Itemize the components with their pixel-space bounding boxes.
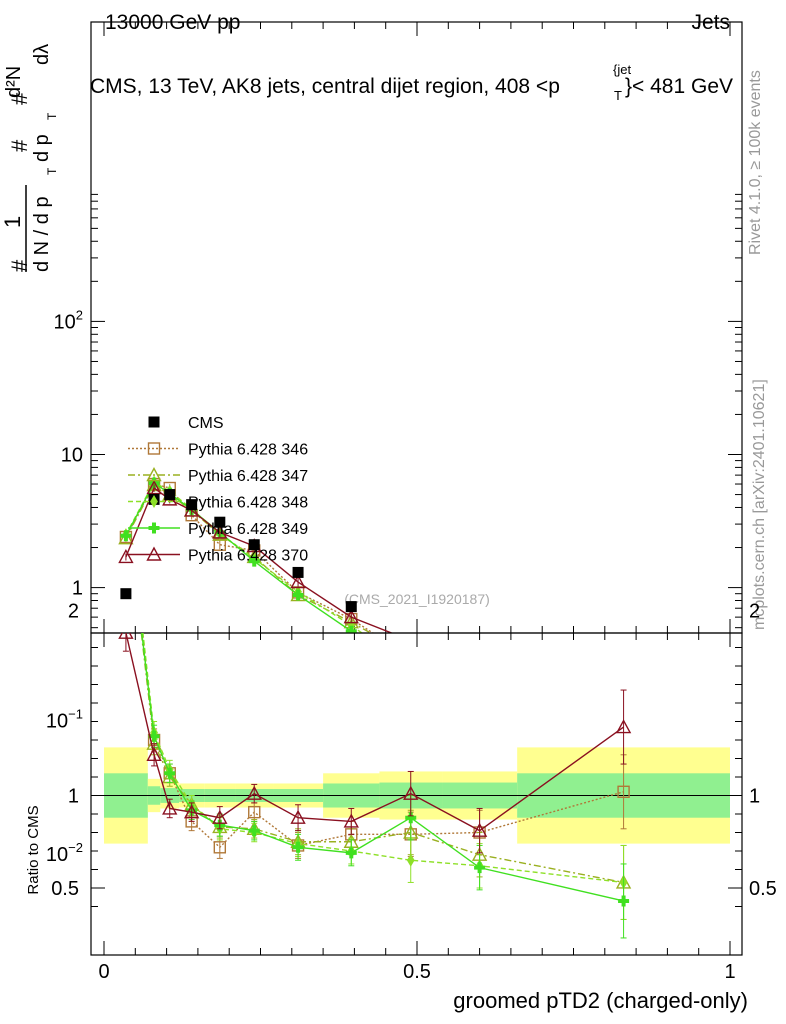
series-point-main (212, 524, 228, 539)
cms-data-point (292, 566, 304, 578)
cms-data-point (248, 539, 260, 551)
series-point-ratio (118, 633, 134, 639)
x-axis-label: groomed pTD2 (charged-only) (453, 988, 748, 1013)
series-point-main (290, 574, 306, 589)
series-point-ratio (213, 841, 227, 854)
series-point-main (120, 530, 132, 542)
series-point-ratio (345, 847, 357, 859)
y-tick-label-ratio-right: 1 (749, 786, 760, 808)
legend-marker-cms (148, 416, 160, 428)
series-point-main (146, 480, 162, 495)
cms-data-point (164, 489, 176, 501)
plot-title-main: CMS, 13 TeV, AK8 jets, central dijet reg… (90, 75, 560, 98)
ylabel-dn-dpt: d N / d p (31, 196, 53, 272)
series-point-main (148, 477, 160, 489)
legend-marker (148, 522, 160, 534)
y-axis-label-ratio: Ratio to CMS (25, 805, 42, 894)
analysis-id: (CMS_2021_I1920187) (344, 591, 490, 607)
series-point-ratio (148, 730, 160, 742)
plot-title-sub: T (614, 88, 622, 103)
plot-title: CMS, 13 TeV, AK8 jets, central dijet reg… (90, 62, 733, 103)
y-tick-label-ratio-right: 2 (749, 601, 760, 623)
legend-marker (147, 442, 161, 455)
y-tick-label-main: 10−2 (46, 840, 83, 866)
series-point-ratio (248, 825, 260, 837)
series-point-ratio (618, 895, 630, 907)
y-tick-label-ratio: 0.5 (51, 878, 79, 900)
cms-data-point (120, 588, 132, 600)
series-point-ratio (617, 785, 630, 798)
series-line-ratio (142, 633, 624, 884)
y-tick-label-main: 102 (54, 307, 83, 333)
series-point-ratio (406, 853, 415, 867)
series-point-ratio (292, 841, 304, 853)
series-point-main (292, 589, 304, 601)
legend: CMS Pythia 6.428 346 Pythia 6.428 347 Pythi… (128, 415, 308, 565)
series-point-ratio (212, 809, 228, 824)
series-point-ratio (246, 785, 262, 800)
y-tick-label-ratio: 2 (68, 601, 79, 623)
legend-label: Pythia 6.428 346 (188, 442, 308, 459)
legend-label: Pythia 6.428 348 (188, 495, 308, 512)
series-point-ratio (164, 767, 176, 779)
legend-marker (146, 467, 162, 482)
y-tick-label-ratio: 1 (68, 786, 79, 808)
y-tick-label-main: 10−1 (46, 707, 83, 733)
series-point-ratio (405, 812, 417, 824)
series-point-ratio (474, 862, 486, 874)
ylabel-hash-1: # (7, 259, 32, 272)
series-point-main (343, 609, 359, 624)
ratio-series (118, 633, 632, 939)
series-point-ratio (343, 813, 359, 828)
y-axis-label-main: # 1 d N / d p T # d p T # d²N dλ (0, 44, 59, 272)
series-point-ratio (403, 785, 419, 800)
series-point-ratio (471, 822, 488, 837)
legend-marker (146, 546, 162, 561)
series-point-ratio (248, 805, 261, 819)
ylabel-t-sub-2: T (45, 112, 59, 120)
mcplots-label: mcplots.cern.ch [arXiv:2401.10621] (751, 379, 768, 630)
plot-title-end: }< 481 GeV (625, 75, 733, 98)
legend-label-cms: CMS (188, 415, 224, 432)
ylabel-hash-2: # (7, 139, 32, 152)
series-point-ratio (615, 719, 632, 734)
series-point-ratio (162, 800, 178, 815)
y-tick-label-ratio-right: 0.5 (749, 878, 777, 900)
ylabel-d2n: d²N (3, 66, 25, 98)
series-point-ratio (183, 804, 200, 819)
rivet-version-label: Rivet 4.1.0, ≥ 100k events (747, 70, 764, 255)
x-tick-label: 1 (724, 961, 735, 983)
cms-data-point (186, 499, 198, 511)
main-series (118, 475, 411, 633)
cms-data-point (214, 516, 226, 528)
ylabel-t-sub-1: T (45, 167, 59, 175)
series-point-main (118, 548, 134, 564)
plot-title-sup: {jet (613, 62, 631, 77)
legend-marker (150, 495, 158, 508)
series-point-ratio (146, 746, 162, 761)
ylabel-one: 1 (0, 216, 25, 228)
legend-label: Pythia 6.428 370 (188, 548, 308, 565)
ylabel-dlambda: dλ (31, 44, 53, 65)
series-line-ratio (140, 633, 624, 884)
ylabel-hash-3: # (7, 92, 32, 105)
ratio-panel: 0 0.5 1 0.5 0.5 1 1 2 2 (51, 601, 777, 984)
legend-label: Pythia 6.428 347 (188, 468, 308, 485)
ylabel-dpt: d p (31, 134, 53, 162)
y-tick-label-main: 10 (61, 445, 83, 467)
series-point-ratio (290, 809, 306, 824)
x-tick-label: 0 (98, 961, 109, 983)
legend-label: Pythia 6.428 349 (188, 521, 308, 538)
series-point-main (248, 555, 260, 567)
y-tick-label-main: 1 (72, 578, 83, 600)
series-point-main (345, 625, 357, 633)
x-tick-label: 0.5 (403, 961, 431, 983)
cms-data-point (345, 601, 357, 613)
